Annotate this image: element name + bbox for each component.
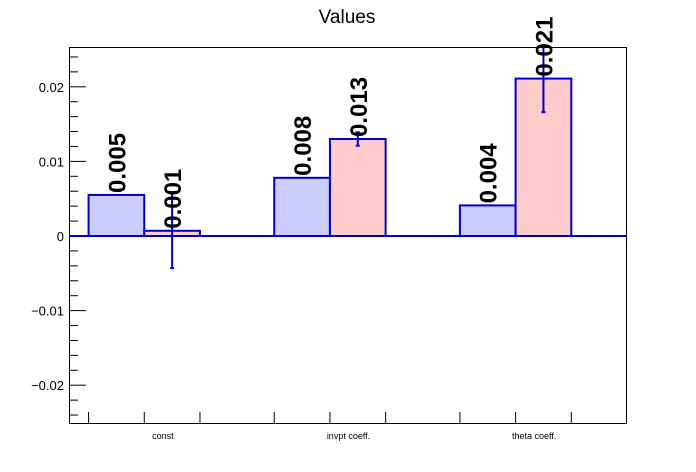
data-label: 0.001 <box>160 169 187 229</box>
bar <box>87 193 146 237</box>
data-label: 0.004 <box>476 143 503 204</box>
y-tick-label: 0.01 <box>39 154 64 169</box>
data-label: 0.013 <box>346 77 373 137</box>
data-label: 0.008 <box>290 116 317 176</box>
y-tick-label: −0.02 <box>31 378 64 393</box>
x-tick-label: const <box>152 431 174 441</box>
data-label: 0.005 <box>104 133 131 193</box>
x-axis: const invpt coeff. theta coeff. <box>88 412 572 441</box>
y-tick-label: 0.02 <box>39 80 64 95</box>
y-tick-label: −0.01 <box>31 304 64 319</box>
chart-title: Values <box>319 7 376 28</box>
data-label-group: 0.005 0.008 0.004 0.001 0.013 0.021 <box>104 17 558 229</box>
y-tick-label: 0 <box>57 229 64 244</box>
error-bar-group <box>170 44 546 270</box>
bar <box>273 176 331 237</box>
bar <box>458 204 517 238</box>
data-label: 0.021 <box>531 17 558 77</box>
x-tick-label: theta coeff. <box>512 431 556 441</box>
bar-group <box>87 77 573 238</box>
x-tick-label: invpt coeff. <box>327 431 370 441</box>
bar <box>328 138 387 237</box>
